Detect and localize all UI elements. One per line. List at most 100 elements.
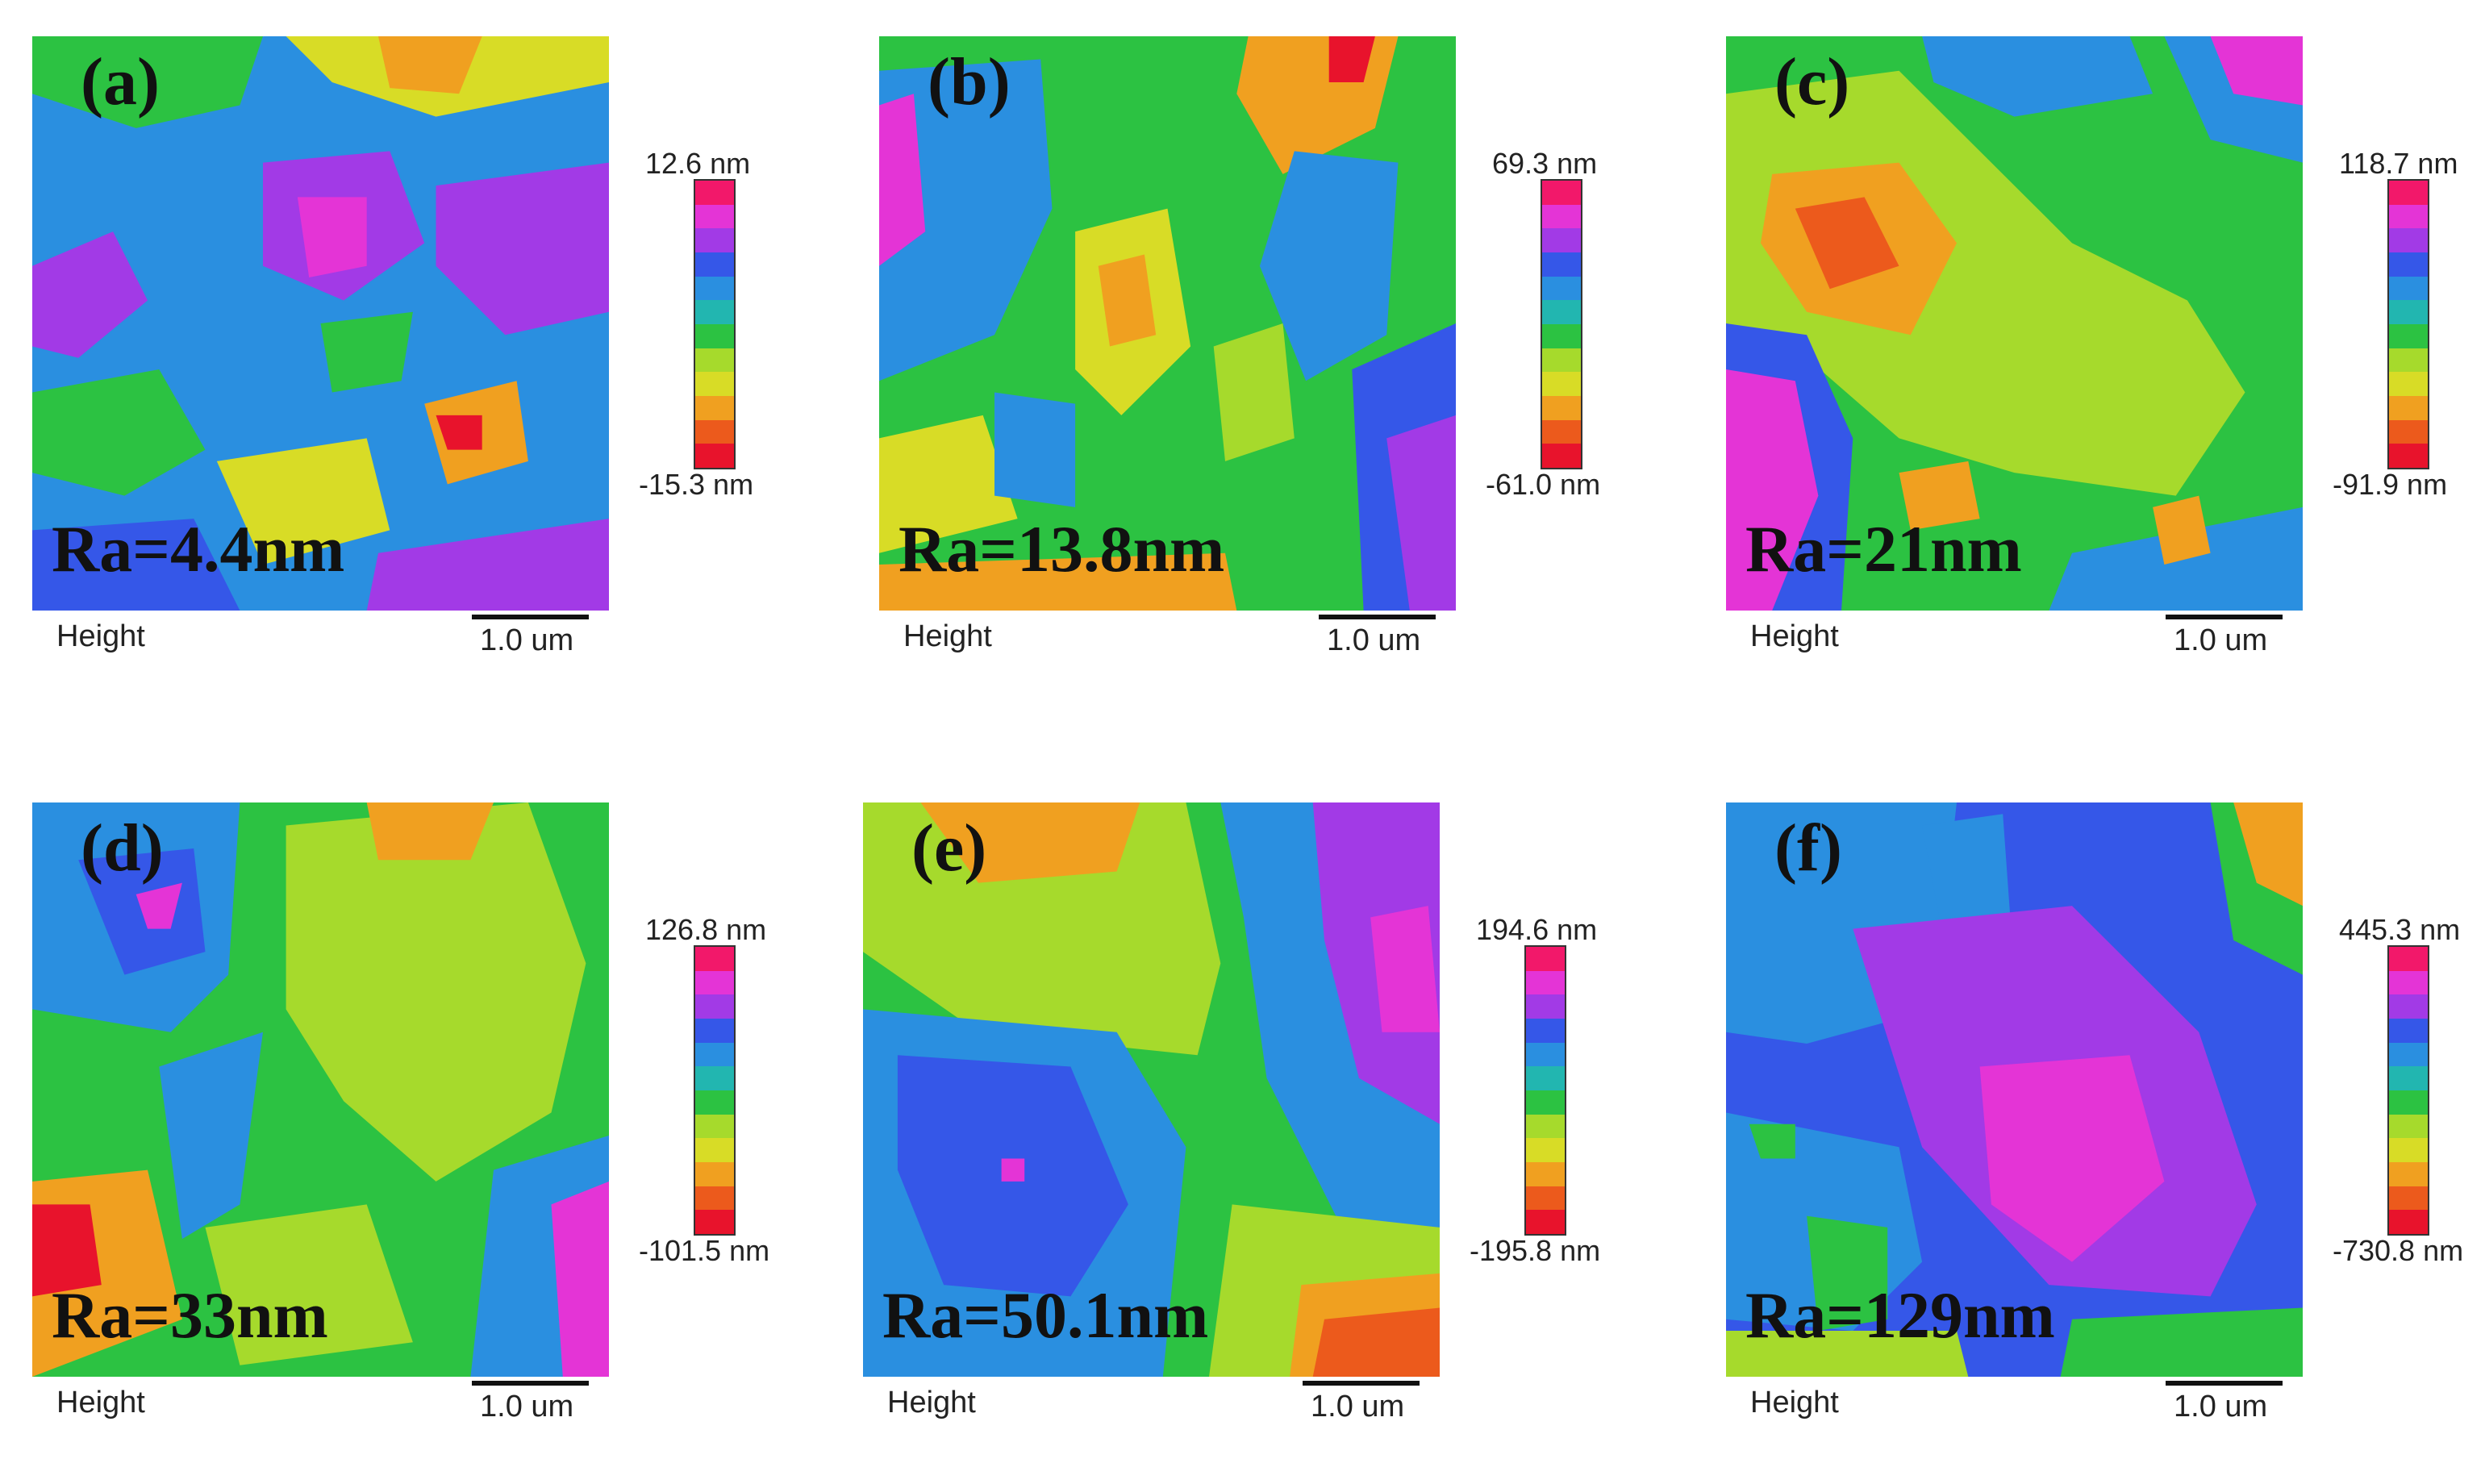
height-colorbar bbox=[694, 179, 736, 469]
colorbar-segment bbox=[1526, 1066, 1565, 1091]
colorbar-segment bbox=[2389, 204, 2428, 229]
roughness-label: Ra=4.4nm bbox=[52, 512, 345, 586]
scale-bar bbox=[2166, 615, 2283, 619]
colorbar-max-label: 69.3 nm bbox=[1492, 147, 1598, 180]
roughness-label: Ra=21nm bbox=[1745, 512, 2022, 586]
afm-panel-a: (a) Ra=4.4nm Height 1.0 um 12.6 nm -15.3… bbox=[32, 32, 871, 718]
colorbar-segment bbox=[1542, 396, 1581, 420]
roughness-label: Ra=13.8nm bbox=[899, 512, 1225, 586]
scale-bar-label: 1.0 um bbox=[1311, 1390, 1405, 1424]
height-caption: Height bbox=[56, 1386, 145, 1419]
colorbar-segment bbox=[2389, 1019, 2428, 1043]
colorbar-segment bbox=[1542, 444, 1581, 469]
colorbar-segment bbox=[1542, 181, 1581, 205]
scale-bar-label: 1.0 um bbox=[2174, 1390, 2268, 1424]
colorbar-segment bbox=[2389, 181, 2428, 205]
colorbar-segment bbox=[2389, 372, 2428, 397]
colorbar-max-label: 194.6 nm bbox=[1476, 913, 1598, 946]
afm-height-map-f bbox=[1726, 802, 2303, 1377]
colorbar-segment bbox=[2389, 300, 2428, 325]
colorbar-segment bbox=[695, 276, 734, 301]
colorbar-segment bbox=[2389, 276, 2428, 301]
colorbar-segment bbox=[695, 947, 734, 971]
afm-panel-f: (f) Ra=129nm Height 1.0 um 445.3 nm -730… bbox=[1726, 798, 2485, 1484]
height-caption: Height bbox=[903, 619, 992, 653]
colorbar-segment bbox=[695, 228, 734, 253]
colorbar-segment bbox=[1526, 1210, 1565, 1235]
colorbar-segment bbox=[1526, 1042, 1565, 1067]
colorbar-segment bbox=[695, 994, 734, 1019]
colorbar-min-label: -61.0 nm bbox=[1486, 468, 1601, 501]
colorbar-segment bbox=[1526, 970, 1565, 995]
height-caption: Height bbox=[1750, 619, 1839, 653]
colorbar-segment bbox=[695, 204, 734, 229]
colorbar-segment bbox=[1526, 1186, 1565, 1211]
colorbar-segment bbox=[2389, 1090, 2428, 1115]
colorbar-max-label: 126.8 nm bbox=[645, 913, 767, 946]
colorbar-min-label: -91.9 nm bbox=[2333, 468, 2448, 501]
colorbar-segment bbox=[695, 970, 734, 995]
scale-bar bbox=[1303, 1381, 1420, 1386]
colorbar-segment bbox=[695, 324, 734, 348]
scale-bar bbox=[472, 1381, 589, 1386]
colorbar-segment bbox=[2389, 970, 2428, 995]
colorbar-segment bbox=[2389, 1066, 2428, 1091]
colorbar-segment bbox=[1526, 1019, 1565, 1043]
afm-height-map-b bbox=[879, 36, 1456, 611]
colorbar-segment bbox=[695, 419, 734, 444]
colorbar-segment bbox=[695, 372, 734, 397]
roughness-label: Ra=129nm bbox=[1745, 1278, 2055, 1352]
colorbar-segment bbox=[1542, 204, 1581, 229]
colorbar-segment bbox=[695, 1186, 734, 1211]
colorbar-segment bbox=[695, 348, 734, 373]
colorbar-segment bbox=[1542, 300, 1581, 325]
colorbar-segment bbox=[2389, 1186, 2428, 1211]
panel-label: (f) bbox=[1774, 811, 1842, 886]
scale-bar bbox=[2166, 1381, 2283, 1386]
roughness-label: Ra=33nm bbox=[52, 1278, 328, 1352]
height-caption: Height bbox=[56, 619, 145, 653]
colorbar-segment bbox=[1542, 348, 1581, 373]
colorbar-segment bbox=[695, 1210, 734, 1235]
scale-bar bbox=[1319, 615, 1436, 619]
colorbar-segment bbox=[1526, 1090, 1565, 1115]
colorbar-segment bbox=[2389, 1162, 2428, 1186]
colorbar-min-label: -195.8 nm bbox=[1470, 1234, 1601, 1267]
height-caption: Height bbox=[887, 1386, 976, 1419]
panel-label: (a) bbox=[81, 44, 160, 119]
colorbar-segment bbox=[695, 444, 734, 469]
colorbar-segment bbox=[2389, 444, 2428, 469]
afm-panel-d: (d) Ra=33nm Height 1.0 um 126.8 nm -101.… bbox=[32, 798, 871, 1484]
colorbar-segment bbox=[695, 1114, 734, 1139]
colorbar-segment bbox=[2389, 1042, 2428, 1067]
scale-bar-label: 1.0 um bbox=[1327, 623, 1421, 657]
colorbar-segment bbox=[695, 1019, 734, 1043]
colorbar-min-label: -15.3 nm bbox=[639, 468, 754, 501]
height-colorbar bbox=[1541, 179, 1582, 469]
colorbar-segment bbox=[695, 1090, 734, 1115]
afm-height-map-c bbox=[1726, 36, 2303, 611]
colorbar-segment bbox=[2389, 419, 2428, 444]
afm-panel-e: (e) Ra=50.1nm Height 1.0 um 194.6 nm -19… bbox=[863, 798, 1702, 1484]
colorbar-max-label: 12.6 nm bbox=[645, 147, 751, 180]
colorbar-segment bbox=[1542, 228, 1581, 253]
colorbar-segment bbox=[1526, 994, 1565, 1019]
height-colorbar bbox=[2387, 945, 2429, 1236]
scale-bar-label: 1.0 um bbox=[480, 1390, 574, 1424]
scale-bar-label: 1.0 um bbox=[2174, 623, 2268, 657]
colorbar-segment bbox=[695, 1042, 734, 1067]
colorbar-segment bbox=[1526, 1114, 1565, 1139]
colorbar-segment bbox=[1526, 947, 1565, 971]
afm-height-map-e bbox=[863, 802, 1440, 1377]
colorbar-max-label: 118.7 nm bbox=[2339, 147, 2458, 180]
panel-label: (b) bbox=[928, 44, 1011, 119]
colorbar-segment bbox=[2389, 994, 2428, 1019]
colorbar-segment bbox=[695, 181, 734, 205]
height-colorbar bbox=[694, 945, 736, 1236]
colorbar-segment bbox=[1542, 324, 1581, 348]
colorbar-segment bbox=[2389, 396, 2428, 420]
colorbar-segment bbox=[2389, 1210, 2428, 1235]
afm-panel-c: (c) Ra=21nm Height 1.0 um 118.7 nm -91.9… bbox=[1726, 32, 2485, 718]
colorbar-segment bbox=[1542, 252, 1581, 277]
colorbar-max-label: 445.3 nm bbox=[2339, 913, 2461, 946]
